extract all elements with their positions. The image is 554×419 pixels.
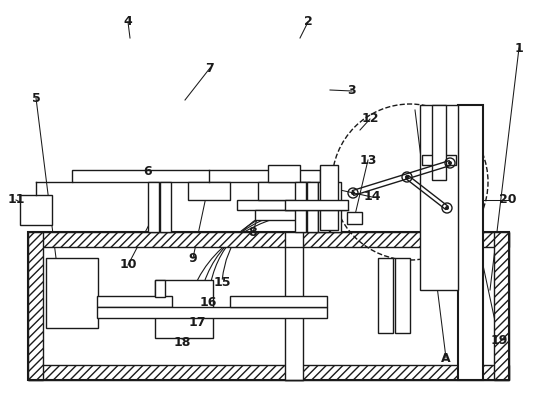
Bar (148, 182, 159, 232)
Circle shape (445, 206, 449, 210)
Text: 10: 10 (119, 259, 137, 272)
Text: 19: 19 (490, 334, 507, 347)
Text: 3: 3 (348, 85, 356, 98)
Text: 8: 8 (249, 225, 257, 238)
Text: 1: 1 (515, 41, 524, 54)
Bar (230, 296, 327, 307)
Bar (285, 232, 303, 380)
Bar (295, 182, 306, 232)
Text: 6: 6 (143, 166, 152, 178)
Text: 4: 4 (124, 16, 132, 28)
Bar (395, 258, 410, 333)
Text: 12: 12 (361, 112, 379, 126)
Bar (318, 182, 329, 232)
Bar (188, 182, 230, 200)
Text: A: A (441, 352, 451, 365)
Bar (285, 200, 348, 210)
Bar (46, 258, 98, 328)
Text: 13: 13 (360, 153, 377, 166)
Bar (155, 280, 213, 338)
Bar (320, 165, 338, 230)
Text: 7: 7 (206, 62, 214, 75)
Bar (20, 195, 52, 225)
Bar (28, 365, 509, 380)
Bar (307, 182, 318, 232)
Bar (255, 210, 313, 220)
Bar (268, 165, 300, 182)
Bar (28, 232, 43, 380)
Text: 17: 17 (188, 316, 206, 328)
Bar (28, 232, 509, 247)
Text: 18: 18 (173, 336, 191, 349)
Text: 20: 20 (499, 194, 517, 207)
Bar (420, 105, 458, 290)
Bar (97, 307, 327, 318)
Text: 2: 2 (304, 16, 312, 28)
Bar (160, 182, 171, 232)
Bar (28, 232, 509, 380)
Circle shape (351, 191, 355, 195)
Bar (72, 170, 320, 182)
Circle shape (405, 175, 409, 179)
Bar (155, 280, 165, 297)
Bar (432, 105, 446, 180)
Bar (378, 258, 393, 333)
Text: 5: 5 (32, 91, 40, 104)
Text: 11: 11 (7, 194, 25, 207)
Bar (458, 105, 483, 380)
Bar (97, 296, 172, 307)
Bar (330, 182, 341, 232)
Text: 14: 14 (363, 191, 381, 204)
Bar (494, 232, 509, 380)
Text: 16: 16 (199, 295, 217, 308)
Text: 9: 9 (189, 251, 197, 264)
Text: 15: 15 (213, 276, 231, 289)
Bar (28, 232, 509, 380)
Circle shape (448, 161, 452, 165)
Bar (422, 155, 456, 165)
Bar (258, 182, 310, 200)
Bar (237, 200, 332, 210)
Bar (347, 212, 362, 224)
